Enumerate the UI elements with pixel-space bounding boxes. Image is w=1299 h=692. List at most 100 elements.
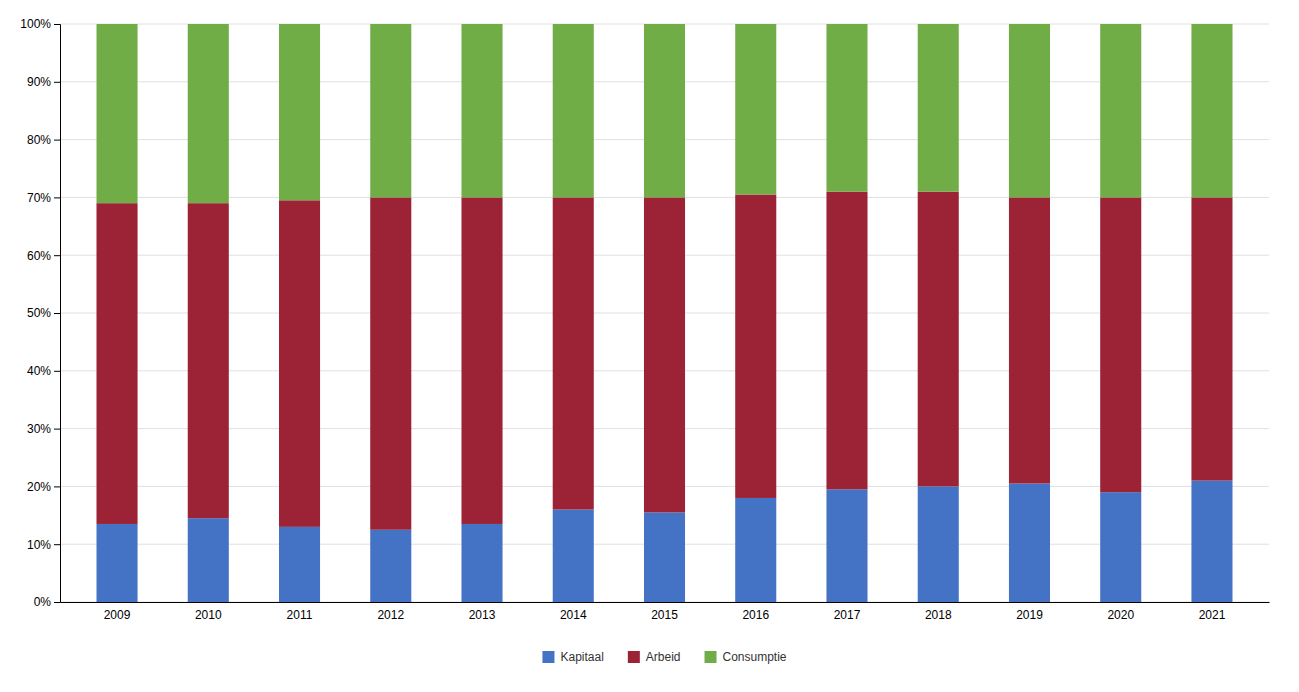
x-tick: 2011: [287, 608, 313, 622]
bar: [1009, 197, 1050, 483]
plot: 2009 2010 2011 2012 2013 2014 2015 2016 2017 2018…: [20, 17, 1269, 621]
x-axis-line: [61, 602, 1270, 603]
x-tick: 2018: [925, 608, 952, 622]
bar: [1100, 24, 1141, 197]
x-tick-label: 2019: [1016, 608, 1043, 622]
bar: [553, 24, 594, 197]
x-axis: 2009 2010 2011 2012 2013 2014 2015 2016 2017 2018…: [61, 603, 1270, 622]
x-tick: 2012: [377, 608, 404, 622]
y-tick: 100%: [20, 17, 60, 31]
x-tick: 2019: [1016, 608, 1043, 622]
y-tick: 90%: [27, 75, 60, 89]
bar: [735, 195, 776, 498]
bar: [370, 24, 411, 197]
bar: [96, 24, 137, 203]
y-tick: 0%: [34, 595, 60, 609]
y-tick-mark: [54, 313, 60, 314]
bar: [279, 527, 320, 602]
y-tick-mark: [54, 602, 60, 603]
bar: [188, 518, 229, 602]
y-tick-label: 40%: [27, 364, 51, 378]
y-tick: 70%: [27, 191, 60, 205]
x-tick-label: 2010: [195, 608, 222, 622]
x-tick-label: 2016: [742, 608, 769, 622]
bar: [1100, 492, 1141, 602]
x-tick: 2020: [1107, 608, 1134, 622]
bar-series: [96, 192, 1232, 530]
bar: [826, 24, 867, 192]
bar: [188, 24, 229, 203]
y-tick-label: 30%: [27, 422, 51, 436]
y-tick-label: 100%: [20, 17, 51, 31]
bar: [1009, 24, 1050, 197]
legend-label: Arbeid: [646, 650, 681, 664]
legend-label: Consumptie: [723, 650, 787, 664]
y-axis-line: [54, 25, 61, 603]
x-tick: 2021: [1199, 608, 1226, 622]
y-tick-label: 10%: [27, 538, 51, 552]
y-tick-mark: [54, 371, 60, 372]
bar: [461, 24, 502, 197]
legend-swatch: [628, 651, 640, 663]
y-tick: 80%: [27, 133, 60, 147]
x-tick: 2016: [742, 608, 769, 622]
y-tick-mark: [54, 544, 60, 545]
y-tick-label: 0%: [34, 595, 52, 609]
x-tick: 2009: [104, 608, 131, 622]
legend-item: Kapitaal: [542, 650, 603, 664]
y-tick-mark: [54, 140, 60, 141]
x-tick: 2015: [651, 608, 678, 622]
bar: [461, 524, 502, 602]
bar: [918, 192, 959, 487]
y-tick-label: 90%: [27, 75, 51, 89]
bar: [826, 192, 867, 490]
bars: [96, 24, 1232, 602]
x-tick-label: 2014: [560, 608, 587, 622]
bar: [370, 530, 411, 602]
legend-label: Kapitaal: [560, 650, 603, 664]
y-tick-mark: [54, 486, 60, 487]
bar: [918, 24, 959, 192]
bar: [644, 197, 685, 512]
y-tick-label: 70%: [27, 191, 51, 205]
y-tick-mark: [54, 255, 60, 256]
bar: [1191, 197, 1232, 480]
grid: [60, 24, 1269, 602]
y-tick-label: 80%: [27, 133, 51, 147]
legend-item: Arbeid: [628, 650, 681, 664]
x-tick-label: 2011: [287, 608, 313, 622]
bar: [735, 498, 776, 602]
y-tick: 40%: [27, 364, 60, 378]
bar: [1100, 197, 1141, 492]
bar-series: [96, 24, 1232, 203]
x-tick-label: 2013: [469, 608, 496, 622]
y-tick-label: 60%: [27, 249, 51, 263]
chart: 2009 2010 2011 2012 2013 2014 2015 2016 2017 2018…: [0, 0, 1299, 692]
x-tick: 2014: [560, 608, 587, 622]
y-tick-mark: [54, 82, 60, 83]
bar: [644, 24, 685, 197]
legend-swatch: [705, 651, 717, 663]
y-tick-mark: [54, 197, 60, 198]
y-tick-mark: [54, 429, 60, 430]
y-tick: 50%: [27, 306, 60, 320]
bar: [370, 197, 411, 529]
bar: [1009, 484, 1050, 602]
x-tick-label: 2017: [834, 608, 861, 622]
bar: [553, 197, 594, 509]
bar: [735, 24, 776, 195]
bar: [826, 489, 867, 602]
bar: [1191, 24, 1232, 197]
legend: Kapitaal Arbeid Consumptie: [542, 650, 786, 664]
x-tick: 2013: [469, 608, 496, 622]
bar: [96, 203, 137, 524]
x-tick-label: 2021: [1199, 608, 1226, 622]
bar: [461, 197, 502, 524]
x-tick-label: 2015: [651, 608, 678, 622]
y-tick: 60%: [27, 249, 60, 263]
bar: [918, 486, 959, 602]
y-tick: 20%: [27, 480, 60, 494]
bar: [553, 510, 594, 602]
y-axis: 0% 10% 20% 30% 40% 50% 60% 70% 80% 90% 100%: [20, 17, 60, 609]
x-tick: 2010: [195, 608, 222, 622]
